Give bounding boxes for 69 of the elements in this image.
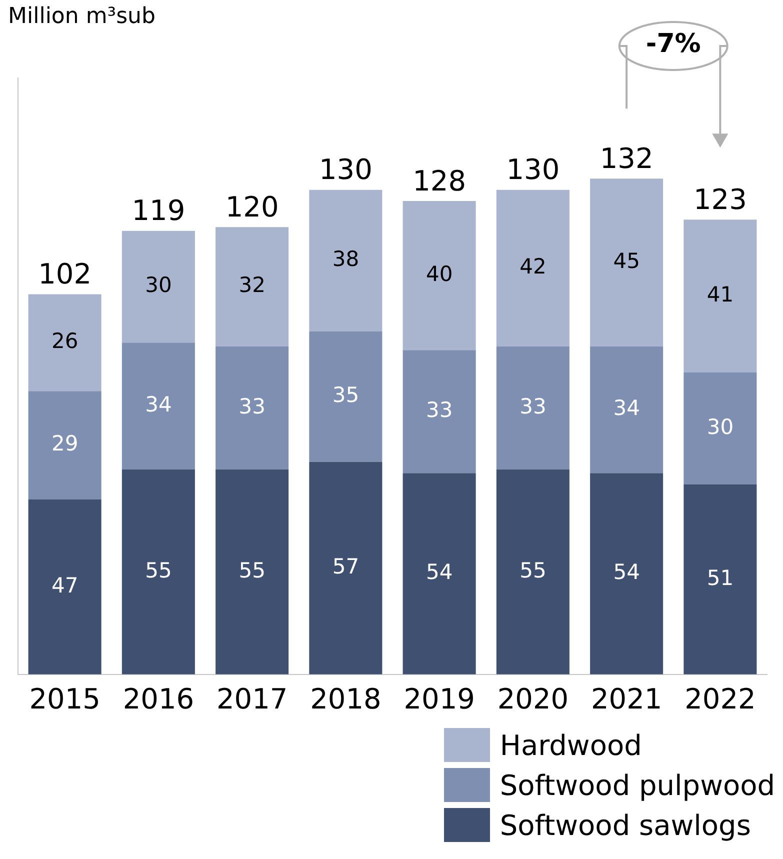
data-label: 54 bbox=[613, 560, 640, 584]
bar bbox=[590, 178, 664, 346]
data-label: 26 bbox=[51, 329, 78, 354]
x-tick-label: 2022 bbox=[684, 682, 756, 716]
bar bbox=[122, 230, 195, 343]
bar bbox=[402, 350, 476, 474]
bar bbox=[216, 346, 289, 470]
legend-label: Hardwood bbox=[500, 728, 642, 762]
data-label: 33 bbox=[426, 398, 453, 422]
data-label: 42 bbox=[520, 254, 546, 279]
total-label: 130 bbox=[506, 153, 560, 186]
data-label: 30 bbox=[706, 414, 734, 439]
bar bbox=[684, 372, 757, 484]
data-label: 29 bbox=[51, 432, 78, 456]
data-label: 55 bbox=[145, 558, 172, 582]
data-label: 33 bbox=[520, 394, 546, 418]
data-label: 47 bbox=[51, 573, 78, 598]
legend-label: Softwood pulpwood bbox=[500, 768, 775, 802]
bar bbox=[496, 469, 570, 674]
total-label: 119 bbox=[132, 194, 186, 228]
data-label: 57 bbox=[332, 554, 360, 579]
x-tick-label: 2016 bbox=[122, 682, 194, 716]
x-tick-label: 2020 bbox=[497, 682, 569, 716]
legend-label: Softwood sawlogs bbox=[500, 808, 751, 842]
bar bbox=[402, 473, 476, 674]
bar bbox=[28, 499, 102, 674]
data-label: 54 bbox=[426, 560, 453, 584]
bar bbox=[122, 342, 195, 470]
data-label: 40 bbox=[426, 262, 453, 286]
total-label: 120 bbox=[225, 190, 279, 224]
bar bbox=[309, 462, 382, 674]
x-tick-label: 2015 bbox=[29, 682, 100, 716]
total-label: 130 bbox=[318, 153, 372, 186]
data-label: 51 bbox=[706, 566, 734, 590]
bar bbox=[28, 391, 102, 500]
data-label: 34 bbox=[613, 396, 640, 420]
data-label: 38 bbox=[332, 247, 360, 272]
data-label: 30 bbox=[145, 273, 172, 298]
total-label: 123 bbox=[693, 182, 747, 216]
bar bbox=[590, 473, 664, 674]
data-label: 33 bbox=[238, 394, 266, 418]
x-tick-label: 2018 bbox=[310, 682, 382, 716]
text: -7% bbox=[644, 29, 702, 59]
chart-title: Million m³sub bbox=[8, 4, 156, 29]
bar bbox=[309, 190, 382, 332]
bar bbox=[590, 346, 664, 474]
data-label: 34 bbox=[145, 392, 172, 416]
data-label: 35 bbox=[332, 383, 360, 408]
total-label: 132 bbox=[600, 142, 654, 175]
bar bbox=[684, 484, 757, 674]
x-tick-label: 2017 bbox=[216, 682, 288, 716]
bar bbox=[309, 331, 382, 462]
data-label: 41 bbox=[706, 282, 734, 307]
total-label: 128 bbox=[412, 164, 466, 198]
bar bbox=[216, 469, 289, 674]
bar bbox=[496, 346, 570, 470]
total-label: 102 bbox=[38, 257, 92, 290]
bar bbox=[496, 190, 570, 346]
bar bbox=[28, 294, 102, 392]
data-label: 45 bbox=[613, 248, 640, 273]
x-tick-label: 2019 bbox=[404, 682, 475, 716]
bar bbox=[216, 227, 289, 346]
x-tick-label: 2021 bbox=[590, 682, 662, 716]
bar bbox=[684, 220, 757, 372]
bar bbox=[122, 469, 195, 674]
data-label: 55 bbox=[238, 558, 266, 582]
data-label: 32 bbox=[238, 273, 266, 298]
bar bbox=[402, 201, 476, 350]
data-label: 55 bbox=[520, 558, 546, 582]
